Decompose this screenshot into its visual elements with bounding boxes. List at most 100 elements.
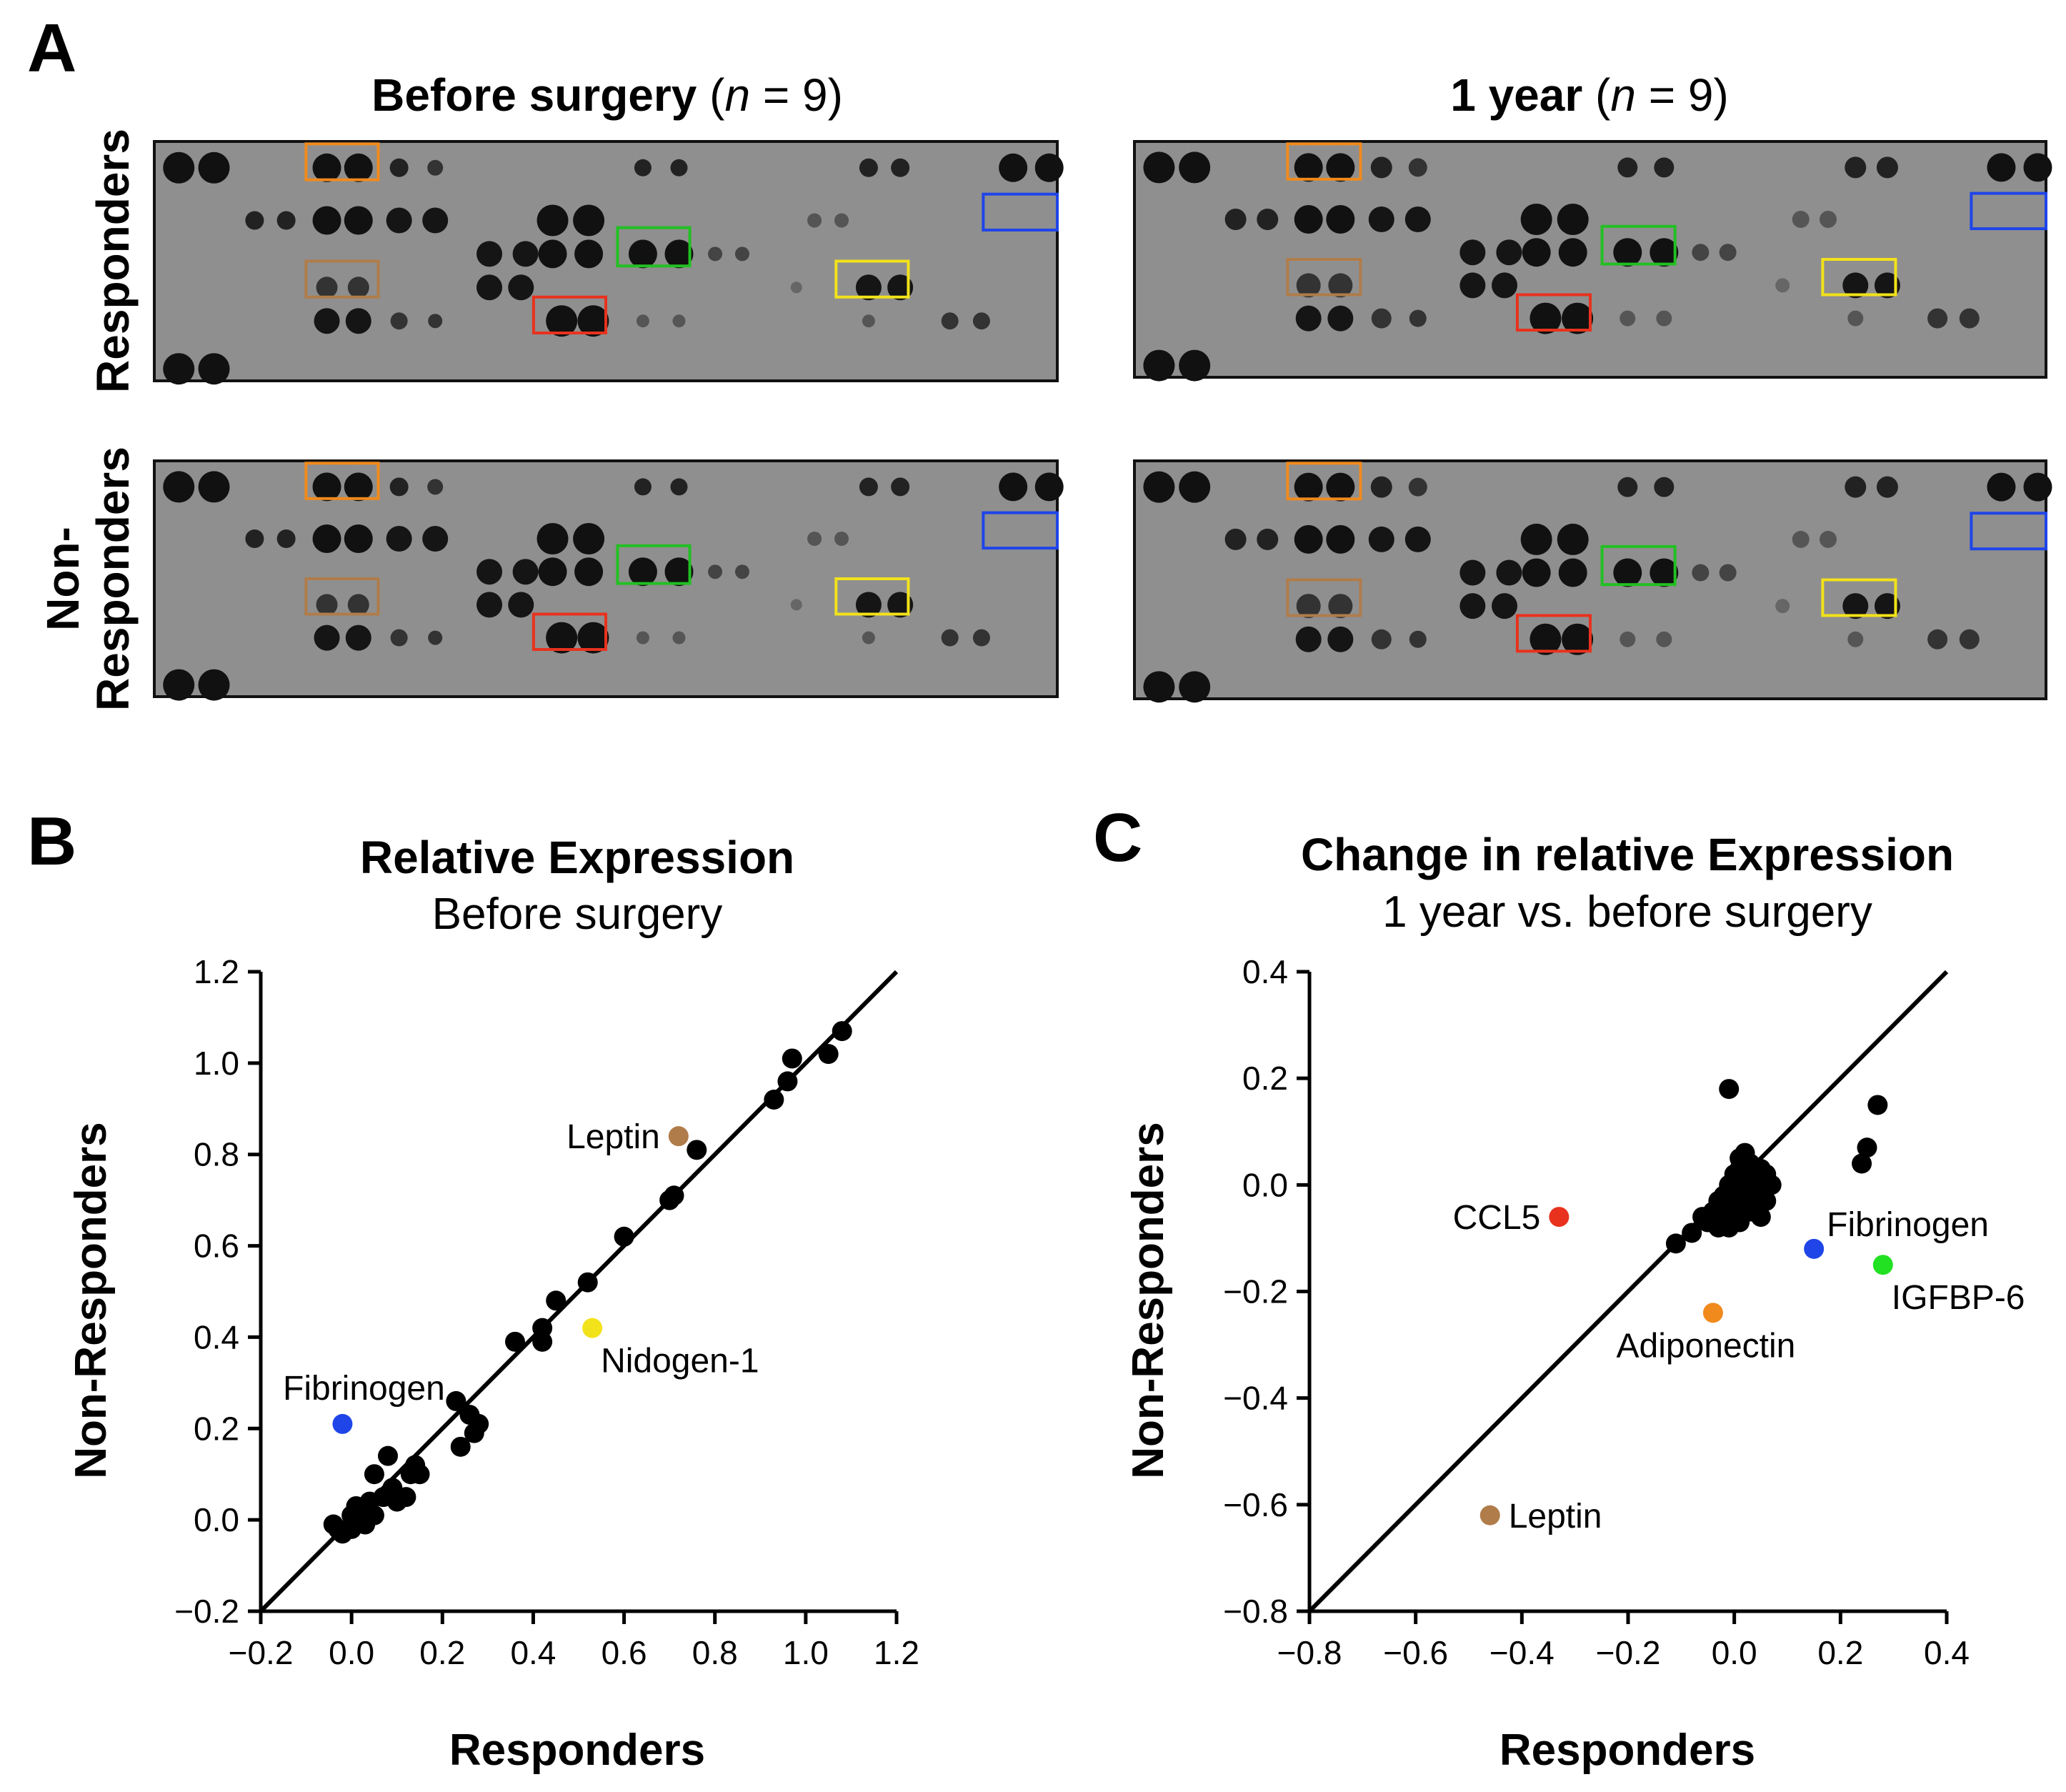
igfbp6-box: [616, 226, 692, 268]
blot-spot: [708, 564, 723, 579]
blot-spot: [972, 312, 990, 330]
blot-spot: [1792, 530, 1810, 548]
blot-spot: [1557, 204, 1589, 235]
chart-c-plot: −0.8 −0.6 −0.4 −0.2 0.0 0.2 0.4 −0.8 −0.6 −0.4 −0.…: [1223, 953, 2025, 1671]
blot-spot: [1179, 151, 1211, 184]
adiponectin-box: [1286, 462, 1362, 501]
blot-spot: [1987, 472, 2016, 502]
x-tick-label: −0.2: [1596, 1634, 1661, 1671]
blot-nonresponders-before: [153, 459, 1064, 701]
y-tick-label: 0.0: [1242, 1166, 1288, 1203]
blot-spot: [1876, 156, 1898, 179]
blot-spot: [1408, 158, 1427, 177]
blot-spot: [1459, 559, 1486, 586]
blot-spot: [312, 524, 341, 553]
blot-spot: [476, 274, 503, 301]
blot-spot: [1876, 476, 1898, 498]
y-tick-label: −0.2: [1223, 1273, 1288, 1310]
blot-spot: [163, 669, 195, 701]
blot-spot: [1326, 205, 1355, 234]
chart-c-title: Change in relative Expression: [1301, 829, 1954, 880]
row-label-responders: Responders: [87, 129, 139, 393]
blot-spot: [1179, 671, 1211, 703]
blot-spot: [1620, 631, 1636, 647]
blot-background: [153, 459, 1059, 698]
data-point: [818, 1044, 839, 1065]
y-tick-label: 0.0: [194, 1501, 239, 1538]
data-point: [450, 1436, 471, 1457]
blot-spot: [1613, 238, 1642, 267]
blot-spot: [672, 631, 686, 644]
blot-spot: [345, 624, 371, 651]
blot-spot: [389, 477, 409, 497]
y-tick-label: −0.6: [1223, 1486, 1288, 1523]
adiponectin-box: [1286, 142, 1362, 181]
blot-spot: [476, 592, 503, 618]
blot-spot: [1371, 629, 1392, 649]
blot-spot: [1617, 477, 1638, 497]
blot-spot: [734, 564, 749, 579]
highlight-label-adiponectin: Adiponectin: [1617, 1327, 1796, 1365]
nidogen1-box: [1821, 578, 1897, 617]
x-tick-label: 0.0: [329, 1634, 374, 1671]
blot-spot: [1959, 308, 1980, 329]
blot-spot: [636, 631, 649, 644]
blot-spot: [427, 479, 444, 495]
blot-nonresponders-1year: [1133, 459, 2052, 703]
highlight-label-ccl5: CCL5: [1453, 1199, 1541, 1237]
blot-spot: [1927, 629, 1948, 649]
blot-spot: [198, 669, 230, 701]
nidogen1-box: [1821, 258, 1897, 297]
blot-spot: [1845, 156, 1867, 179]
blot-spot: [1654, 477, 1675, 497]
blot-spot: [1404, 526, 1431, 552]
data-point: [546, 1290, 567, 1311]
fibrinogen-box: [1970, 191, 2047, 231]
blot-spot: [312, 472, 341, 502]
blot-spot: [1719, 244, 1737, 262]
ccl5-box: [1515, 293, 1592, 332]
blot-spot: [1847, 310, 1864, 327]
data-point: [396, 1487, 416, 1508]
blot-spot: [314, 308, 340, 334]
blot-spot: [1294, 205, 1323, 234]
data-point: [764, 1090, 784, 1110]
blot-spot: [390, 629, 408, 647]
y-tick-label: 1.2: [194, 953, 239, 990]
blot-spot: [636, 314, 649, 328]
blot-spot: [344, 524, 373, 553]
y-tick-label: 0.2: [194, 1410, 239, 1447]
x-tick-label: 0.8: [692, 1634, 738, 1671]
blot-spot: [312, 206, 341, 235]
blot-spot: [1522, 558, 1551, 587]
blot-spot: [1719, 564, 1737, 582]
blot-spot: [1143, 471, 1175, 503]
blot-spot: [1408, 477, 1427, 497]
blot-spot: [790, 599, 802, 611]
adiponectin-box: [304, 462, 380, 500]
blot-spot: [537, 204, 569, 237]
blot-spot: [855, 592, 882, 618]
blot-spot: [390, 312, 408, 330]
blot-spot: [1034, 153, 1064, 182]
highlight-label-nidogen-1: Nidogen-1: [601, 1343, 759, 1380]
blot-spot: [1775, 278, 1790, 293]
chart-c-ylabel: Non-Responders: [1124, 1122, 1173, 1478]
highlight-point-ccl5: [1549, 1207, 1570, 1228]
blot-spot: [1179, 349, 1211, 382]
blot-spot: [1492, 593, 1518, 619]
blot-spot: [276, 211, 296, 230]
blot-spot: [734, 247, 749, 262]
ccl5-box: [1515, 614, 1592, 653]
blot-spot: [664, 239, 694, 269]
blot-spot: [1562, 302, 1594, 334]
blot-spot: [807, 213, 822, 228]
nidogen1-box: [834, 259, 910, 299]
blot-spot: [1326, 472, 1355, 502]
blot-spot: [1557, 523, 1589, 555]
y-tick-label: 1.0: [194, 1045, 239, 1082]
ccl5-box: [532, 295, 608, 334]
leptin-box: [304, 577, 380, 616]
data-point: [777, 1071, 798, 1092]
